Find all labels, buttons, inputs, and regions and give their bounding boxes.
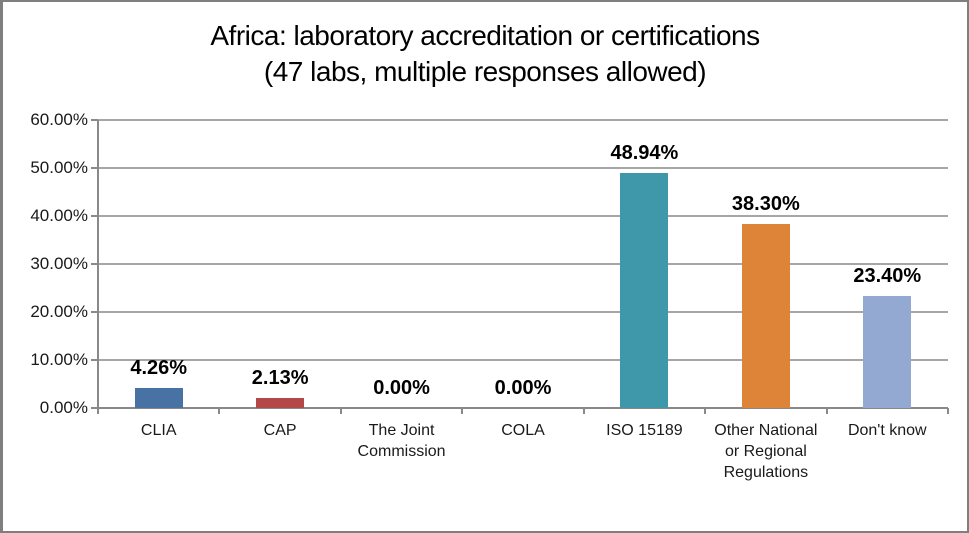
gridline — [98, 263, 948, 265]
bar-value-label: 2.13% — [251, 366, 309, 389]
x-category-label: Other National or Regional Regulations — [714, 422, 818, 481]
y-tick-label: 10.00% — [30, 350, 88, 369]
x-axis-tick — [582, 408, 585, 414]
x-axis-tick — [825, 408, 828, 414]
gridline — [98, 311, 948, 313]
x-category-label: ISO 15189 — [606, 422, 683, 439]
x-category-label: CLIA — [140, 422, 177, 439]
gridline — [98, 119, 948, 121]
y-axis-tick — [91, 215, 98, 217]
y-axis-tick — [91, 263, 98, 265]
x-axis-tick — [339, 408, 342, 414]
y-tick-label: 20.00% — [30, 302, 88, 321]
x-axis-tick — [947, 408, 949, 414]
y-tick-label: 30.00% — [30, 254, 88, 273]
x-category-label: The Joint Commission — [357, 422, 446, 460]
bar — [256, 397, 305, 408]
y-tick-label: 50.00% — [30, 158, 88, 177]
bar — [620, 173, 669, 408]
gridline — [98, 215, 948, 217]
chart-title: Africa: laboratory accreditation or cert… — [210, 20, 760, 51]
bar-value-label: 48.94% — [610, 142, 679, 165]
y-axis-tick — [91, 407, 98, 409]
x-category-label: COLA — [501, 422, 545, 439]
bar — [863, 295, 912, 408]
x-category-label: Don't know — [847, 422, 927, 439]
bar-value-label: 0.00% — [494, 377, 552, 399]
x-axis-tick — [461, 408, 464, 414]
chart-title-block: Africa: laboratory accreditation or cert… — [3, 18, 967, 90]
x-axis-line — [98, 407, 948, 409]
y-axis-tick — [91, 119, 98, 121]
gridline — [98, 167, 948, 169]
y-tick-label: 40.00% — [30, 206, 88, 225]
bar-value-label: 38.30% — [731, 193, 800, 216]
y-tick-label: 60.00% — [30, 110, 88, 129]
y-tick-label: 0.00% — [39, 398, 88, 417]
x-axis-tick — [97, 408, 99, 414]
bar-value-label: 4.26% — [130, 356, 188, 379]
bar — [134, 387, 183, 408]
y-axis-line — [97, 120, 99, 408]
y-axis-tick — [91, 311, 98, 313]
x-axis-tick — [218, 408, 221, 414]
y-axis-tick — [91, 359, 98, 361]
bar — [741, 224, 790, 408]
chart-subtitle: (47 labs, multiple responses allowed) — [263, 56, 707, 87]
gridline — [98, 359, 948, 361]
x-category-label: CAP — [263, 422, 297, 439]
bar-value-label: 23.40% — [853, 264, 922, 287]
y-axis-tick — [91, 167, 98, 169]
bar-value-label: 0.00% — [373, 377, 430, 399]
x-axis-tick — [704, 408, 707, 414]
